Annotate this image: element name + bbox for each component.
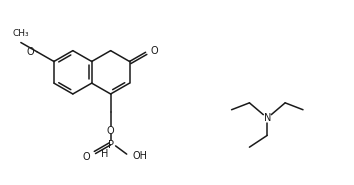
Text: P: P [108, 140, 114, 150]
Text: CH₃: CH₃ [12, 29, 29, 38]
Text: O: O [150, 46, 158, 56]
Text: OH: OH [133, 151, 148, 161]
Text: O: O [26, 47, 34, 57]
Text: O: O [83, 152, 91, 162]
Text: N: N [264, 113, 271, 123]
Text: H: H [101, 149, 108, 159]
Text: O: O [107, 126, 114, 136]
